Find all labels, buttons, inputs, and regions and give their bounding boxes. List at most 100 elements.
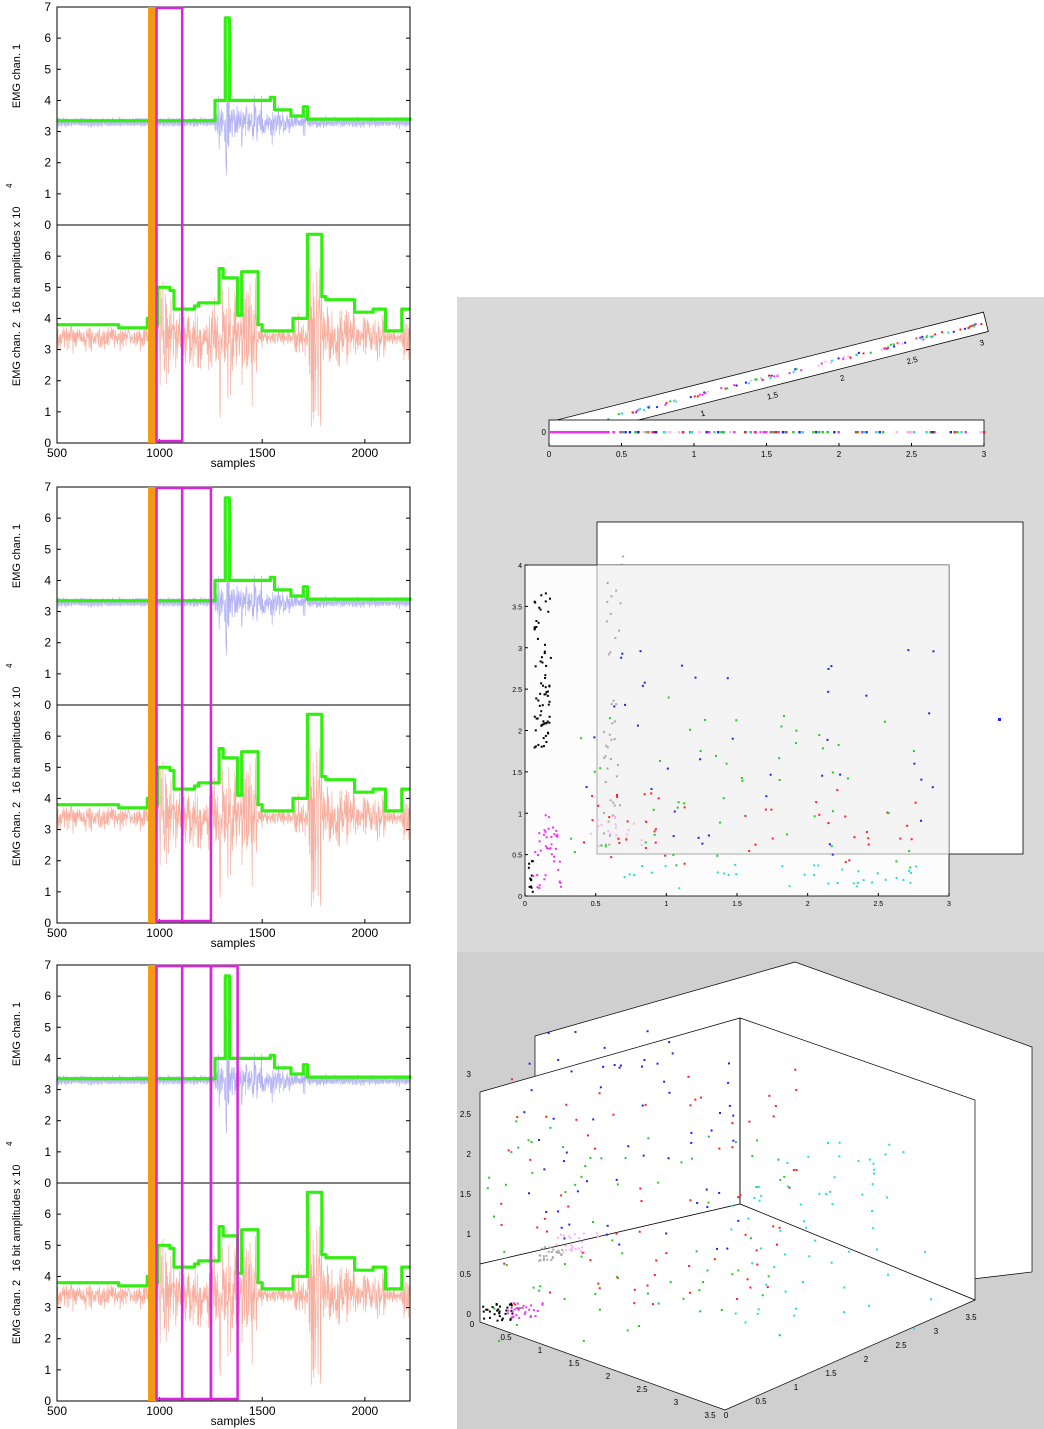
cluster-point — [910, 838, 913, 841]
cluster-point — [668, 1041, 671, 1044]
cluster-point — [980, 322, 983, 326]
y-axis-label: 16 bit amplitudes x 10 — [11, 206, 23, 313]
cluster-point — [613, 705, 616, 708]
cluster-point — [646, 1030, 649, 1033]
cluster-point — [548, 700, 551, 703]
cluster-point — [778, 1226, 781, 1229]
cluster-point — [699, 1096, 702, 1099]
emg-figure: 0 1 2 3 4 5 6 7 EMG chan. 1 0 1 2 3 4 5 6 EMG chan. 2 500… — [5, 958, 412, 1428]
cluster-point — [805, 1226, 808, 1229]
cluster-point — [768, 1094, 771, 1097]
y-tick-label: 1 — [44, 667, 51, 681]
chan1-raw-signal — [56, 59, 411, 176]
cluster-point — [827, 667, 830, 670]
cluster-point — [844, 861, 847, 864]
cluster-point — [598, 1092, 601, 1095]
cluster-point — [757, 1308, 760, 1311]
cluster-point — [544, 814, 547, 817]
cluster-point — [542, 1255, 545, 1258]
cluster-point — [539, 1285, 542, 1288]
cluster-point — [624, 703, 627, 706]
cluster-point — [909, 881, 912, 884]
cluster-point — [732, 1114, 735, 1117]
x-tick-label: 0 — [470, 1320, 475, 1329]
cluster-point — [817, 864, 820, 867]
cluster-point — [503, 1250, 506, 1253]
cluster-point — [607, 830, 610, 833]
cluster-point — [641, 865, 644, 868]
cluster-point — [528, 862, 531, 865]
cluster-point — [615, 703, 618, 706]
cluster-point — [545, 690, 548, 693]
cluster-point — [505, 1309, 508, 1312]
cluster-point — [550, 843, 553, 846]
cluster-point — [638, 1325, 641, 1328]
cluster-point — [546, 690, 549, 693]
cluster-point — [537, 699, 540, 702]
cluster-point — [510, 1151, 513, 1154]
cluster-point — [620, 656, 623, 659]
cluster-point — [871, 1183, 874, 1186]
cluster-point — [831, 771, 834, 774]
cluster-point — [533, 626, 536, 629]
cluster-point — [655, 405, 659, 409]
cluster-point — [570, 837, 573, 840]
cluster-point — [550, 835, 553, 838]
cluster-point — [539, 714, 542, 717]
y-tick-label: 1.5 — [825, 1369, 837, 1378]
cluster-point — [565, 1151, 568, 1154]
cluster-point — [657, 1181, 660, 1184]
cluster-point — [681, 431, 685, 434]
cluster-point — [744, 1233, 747, 1236]
cluster-point — [675, 864, 678, 867]
cluster-point — [825, 1193, 828, 1196]
cluster-point — [561, 1146, 564, 1149]
x-tick-label: 1000 — [146, 1404, 173, 1418]
y-tick-label: 0 — [44, 1176, 51, 1190]
cluster-point — [516, 1307, 519, 1310]
cluster-point — [794, 1307, 797, 1310]
cluster-point — [615, 775, 618, 778]
cluster-point — [788, 885, 791, 888]
cluster-point — [543, 650, 546, 653]
cluster-point — [960, 431, 963, 434]
cluster-point — [574, 1030, 577, 1033]
cluster-point — [824, 360, 827, 363]
cluster-point — [640, 843, 643, 846]
cluster-point — [933, 333, 937, 336]
cluster-point — [698, 393, 702, 396]
cluster-point — [563, 1298, 566, 1301]
cluster-point — [813, 864, 816, 867]
cluster-point — [633, 1288, 636, 1291]
y-tick-label: 5 — [44, 542, 51, 556]
cluster-point — [610, 856, 613, 859]
cluster-point — [751, 1154, 754, 1157]
cluster-point — [669, 1281, 672, 1284]
cluster-point — [827, 1141, 830, 1144]
cluster-point — [593, 736, 596, 739]
cluster-point — [897, 342, 901, 345]
cluster-point — [693, 395, 696, 398]
cluster-point — [544, 677, 547, 680]
onset-marker — [148, 965, 157, 1401]
cluster-point — [733, 431, 736, 434]
cluster-point — [713, 1258, 716, 1261]
cluster-point — [929, 431, 933, 434]
cluster-point — [662, 431, 666, 434]
cluster-point — [579, 1250, 582, 1253]
cluster-point — [547, 610, 550, 613]
cluster-point — [641, 684, 644, 687]
cluster-point — [523, 1312, 526, 1315]
x-tick-label: 0 — [547, 450, 552, 459]
cluster-point — [947, 331, 950, 334]
cluster-point — [769, 376, 772, 380]
cluster-point — [602, 832, 605, 835]
cluster-point — [665, 401, 668, 405]
z-tick-label: 2 — [467, 1150, 472, 1159]
cluster-point — [855, 885, 858, 888]
cluster-point — [518, 1316, 521, 1319]
cluster-point — [529, 877, 532, 880]
cluster-point — [792, 431, 795, 434]
cluster-point — [636, 431, 640, 434]
